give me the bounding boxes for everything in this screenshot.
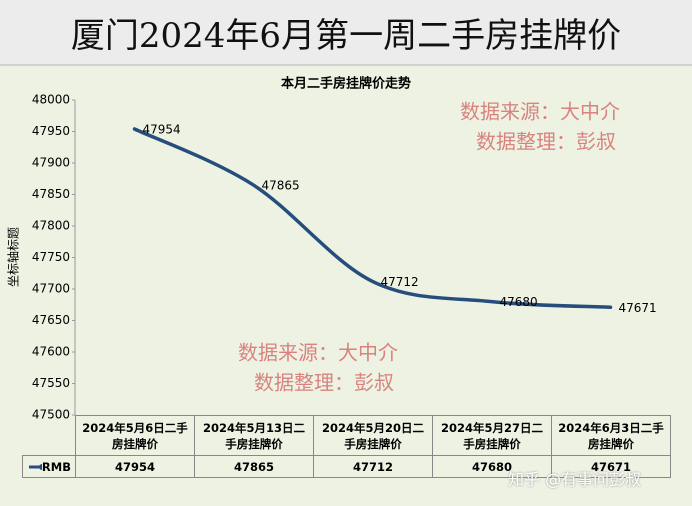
y-tick-label: 47600 [32, 345, 70, 359]
y-tick-label: 47750 [32, 250, 70, 264]
y-tick-label: 47850 [32, 187, 70, 201]
y-tick-label: 47950 [32, 124, 70, 138]
y-tick-label: 47800 [32, 219, 70, 233]
annotation: 数据整理：彭叔 [476, 130, 616, 154]
data-label: 47954 [143, 122, 181, 136]
table-value: 47712 [313, 455, 433, 478]
legend-label: RMB [41, 459, 71, 474]
chart-title: 本月二手房挂牌价走势 [281, 76, 411, 92]
annotation: 数据来源：大中介 [238, 341, 398, 365]
annotation: 数据来源：大中介 [460, 100, 620, 124]
table-value: 47671 [551, 455, 671, 478]
legend-entry: RMB [22, 455, 76, 478]
data-label: 47680 [500, 295, 538, 309]
y-axis-title: 坐标轴标题 [6, 227, 21, 287]
x-category-label: 2024年5月27日二手房挂牌价 [432, 415, 552, 456]
data-label: 47712 [381, 275, 419, 289]
data-label: 47671 [619, 301, 657, 315]
x-category-label: 2024年5月20日二手房挂牌价 [313, 415, 433, 456]
data-label: 47865 [262, 179, 300, 193]
x-category-label: 2024年5月13日二手房挂牌价 [194, 415, 314, 456]
y-tick-label: 47500 [32, 408, 70, 422]
y-tick-label: 47700 [32, 282, 70, 296]
series-line [132, 127, 613, 310]
y-tick-label: 47550 [32, 376, 70, 390]
legend-swatch [29, 463, 42, 470]
x-category-label: 2024年6月3日二手房挂牌价 [551, 415, 671, 456]
table-value: 47865 [194, 455, 314, 478]
y-tick-label: 48000 [32, 93, 70, 107]
table-value: 47954 [75, 455, 195, 478]
annotation: 数据整理：彭叔 [254, 371, 394, 395]
banner-title: 厦门2024年6月第一周二手房挂牌价 [0, 0, 692, 66]
y-tick-label: 47900 [32, 156, 70, 170]
x-category-label: 2024年5月6日二手房挂牌价 [75, 415, 195, 456]
watermark: 知乎 @有事问彭叔 [508, 470, 642, 489]
y-tick-label: 47650 [32, 313, 70, 327]
